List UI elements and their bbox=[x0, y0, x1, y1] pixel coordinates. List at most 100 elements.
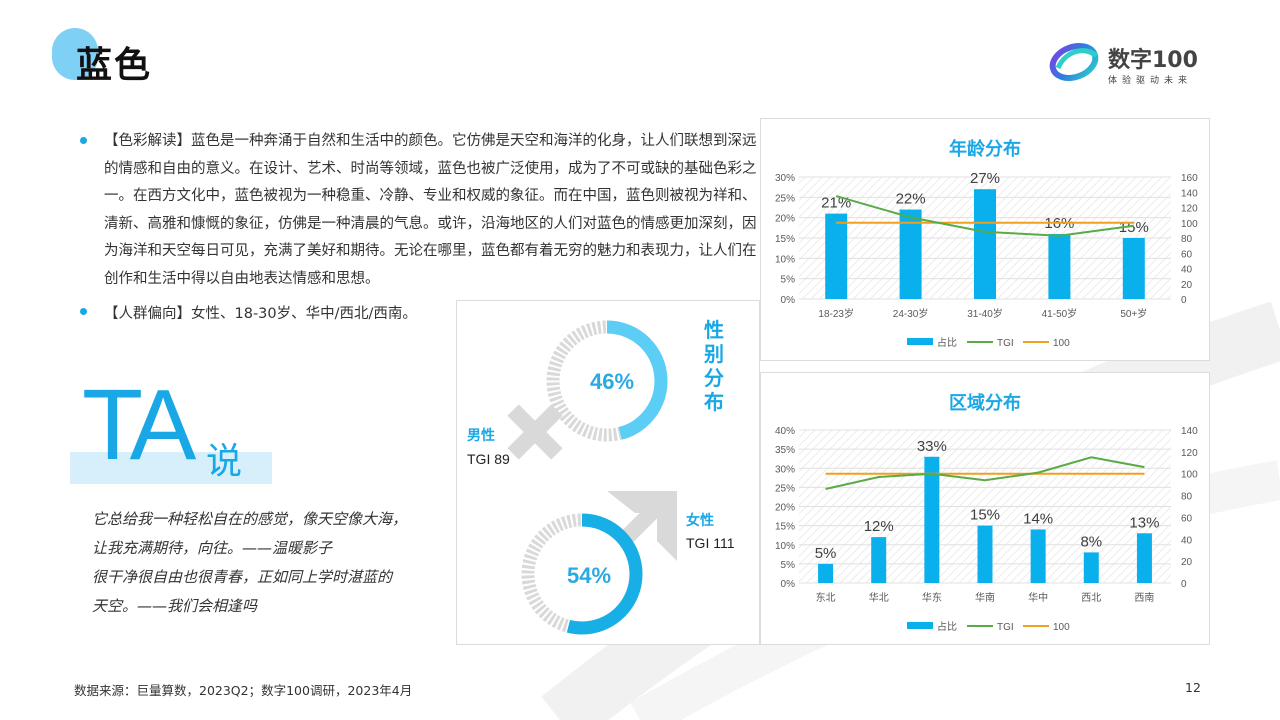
legend-label: TGI bbox=[997, 338, 1014, 349]
y2-tick-label: 40 bbox=[1181, 535, 1193, 546]
bar bbox=[1048, 233, 1071, 299]
male-tgi: TGI 89 bbox=[467, 451, 510, 467]
y-tick-label: 0% bbox=[781, 579, 796, 590]
bar bbox=[974, 189, 996, 299]
legend-swatch bbox=[907, 338, 933, 345]
data-source: 数据来源：巨量算数，2023Q2；数字100调研，2023年4月 bbox=[74, 683, 413, 698]
y-tick-label: 15% bbox=[775, 522, 795, 533]
page-title: 蓝色 bbox=[76, 45, 153, 86]
bar bbox=[871, 537, 887, 583]
bar bbox=[1122, 238, 1145, 299]
y2-tick-label: 140 bbox=[1181, 426, 1198, 437]
audience-paragraph: 【人群偏向】女性、18-30岁、华中/西北/西南。 bbox=[104, 306, 417, 322]
y2-tick-label: 20 bbox=[1181, 280, 1193, 291]
y-tick-label: 40% bbox=[775, 426, 795, 437]
category-label: 41-50岁 bbox=[1042, 307, 1078, 320]
y2-tick-label: 40 bbox=[1181, 265, 1193, 276]
age-chart: 0% 5% 10% 15% 20% 25% 30% 0 20 40 60 80 100 120 140 160… bbox=[775, 170, 1198, 349]
quote-line: 让我充满期待，向往。——温暖影子 bbox=[92, 539, 333, 557]
y-tick-label: 25% bbox=[775, 483, 795, 494]
bar bbox=[1136, 533, 1152, 583]
male-percent: 46% bbox=[590, 369, 635, 394]
category-label: 东北 bbox=[816, 591, 836, 604]
category-label: 华中 bbox=[1028, 591, 1048, 604]
gender-title: 性别分布 bbox=[704, 318, 724, 414]
female-tgi: TGI 111 bbox=[686, 535, 735, 551]
category-label: 华北 bbox=[869, 591, 889, 604]
y-tick-label: 10% bbox=[775, 541, 795, 552]
y2-tick-label: 80 bbox=[1181, 492, 1193, 503]
y-tick-label: 30% bbox=[775, 173, 795, 184]
y2-tick-label: 100 bbox=[1181, 219, 1198, 230]
y-tick-label: 30% bbox=[775, 464, 795, 475]
bar bbox=[818, 563, 834, 583]
y-tick-label: 25% bbox=[775, 193, 795, 204]
legend-label: 占比 bbox=[937, 336, 957, 349]
y2-tick-label: 80 bbox=[1181, 234, 1193, 245]
bar bbox=[1030, 529, 1046, 583]
y2-tick-label: 20 bbox=[1181, 557, 1193, 568]
y-tick-label: 20% bbox=[775, 214, 795, 225]
female-symbol-icon bbox=[507, 404, 563, 460]
female-ring-progress bbox=[521, 513, 643, 635]
data-label: 27% bbox=[970, 170, 1000, 187]
region-chart-panel: 区域分布 0% 5% 10% 15% 20% 25% 30% 35% 40% 0 20 40 60 80 1… bbox=[760, 372, 1210, 645]
legend-label: 100 bbox=[1053, 338, 1070, 349]
category-label: 西南 bbox=[1134, 591, 1154, 604]
bar bbox=[899, 209, 922, 299]
brand-name: 数字100 bbox=[1108, 48, 1198, 73]
y-tick-label: 20% bbox=[775, 503, 795, 514]
y-tick-label: 35% bbox=[775, 445, 795, 456]
data-label: 12% bbox=[864, 518, 894, 535]
age-chart-panel: 年龄分布 0% 5% 10% 15% 20% 25% 30% 0 20 40 60 80 100 120 1… bbox=[760, 118, 1210, 361]
brand-tagline: 体验驱动未来 bbox=[1108, 76, 1193, 86]
page-number: 12 bbox=[1185, 680, 1201, 695]
y2-tick-label: 120 bbox=[1181, 448, 1198, 459]
title-decoration bbox=[52, 28, 98, 80]
female-percent: 54% bbox=[567, 563, 612, 588]
category-label: 华东 bbox=[922, 591, 942, 604]
legend-label: TGI bbox=[997, 622, 1014, 633]
brand-logo-icon bbox=[1049, 43, 1099, 81]
y2-tick-label: 140 bbox=[1181, 188, 1198, 199]
y2-tick-label: 120 bbox=[1181, 204, 1198, 215]
y2-tick-label: 0 bbox=[1181, 579, 1187, 590]
bar bbox=[1083, 552, 1099, 583]
color-reading-paragraph: 【色彩解读】蓝色是一种奔涌于自然和生活中的颜色。它仿佛是天空和海洋的化身，让人们… bbox=[104, 133, 757, 287]
data-label: 22% bbox=[896, 191, 926, 208]
category-label: 31-40岁 bbox=[967, 307, 1003, 320]
gender-panel: 46% 54% 男性 TGI 89 女性 TGI 111 bbox=[456, 300, 760, 645]
category-label: 西北 bbox=[1081, 592, 1101, 604]
gender-graphic bbox=[507, 320, 677, 635]
data-label: 15% bbox=[970, 507, 1000, 524]
y-tick-label: 10% bbox=[775, 254, 795, 265]
user-quotes: 它总给我一种轻松自在的感觉，像天空像大海， 让我充满期待，向往。——温暖影子 很… bbox=[92, 505, 407, 621]
data-label: 33% bbox=[917, 438, 947, 455]
quote-line: 很干净很自由也很青春，正如同上学时湛蓝的 bbox=[92, 568, 393, 586]
bar bbox=[977, 525, 993, 583]
data-label: 8% bbox=[1080, 533, 1102, 550]
tgi-line bbox=[825, 456, 1145, 490]
male-label: 男性 bbox=[467, 428, 495, 444]
legend-label: 100 bbox=[1053, 622, 1070, 633]
category-label: 24-30岁 bbox=[893, 307, 929, 320]
bullet-icon bbox=[80, 137, 87, 144]
y-tick-label: 0% bbox=[781, 295, 796, 306]
y2-tick-label: 160 bbox=[1181, 173, 1198, 184]
bar bbox=[825, 213, 848, 299]
y-tick-label: 5% bbox=[781, 560, 796, 571]
region-chart: 0% 5% 10% 15% 20% 25% 30% 35% 40% 0 20 40 60 80 100 120… bbox=[775, 426, 1198, 633]
category-label: 50+岁 bbox=[1120, 307, 1147, 320]
data-label: 21% bbox=[821, 195, 851, 212]
y2-tick-label: 60 bbox=[1181, 249, 1193, 260]
quote-line: 天空。——我们会相逢吗 bbox=[92, 597, 258, 615]
y2-tick-label: 60 bbox=[1181, 513, 1193, 524]
ta-highlight-bar bbox=[70, 452, 272, 484]
legend-swatch bbox=[907, 622, 933, 629]
y2-tick-label: 0 bbox=[1181, 295, 1187, 306]
y-tick-label: 15% bbox=[775, 234, 795, 245]
y-tick-label: 5% bbox=[781, 275, 796, 286]
bar bbox=[924, 456, 940, 583]
ta-heading-suffix: 说 bbox=[206, 441, 243, 482]
category-label: 18-23岁 bbox=[818, 307, 854, 320]
